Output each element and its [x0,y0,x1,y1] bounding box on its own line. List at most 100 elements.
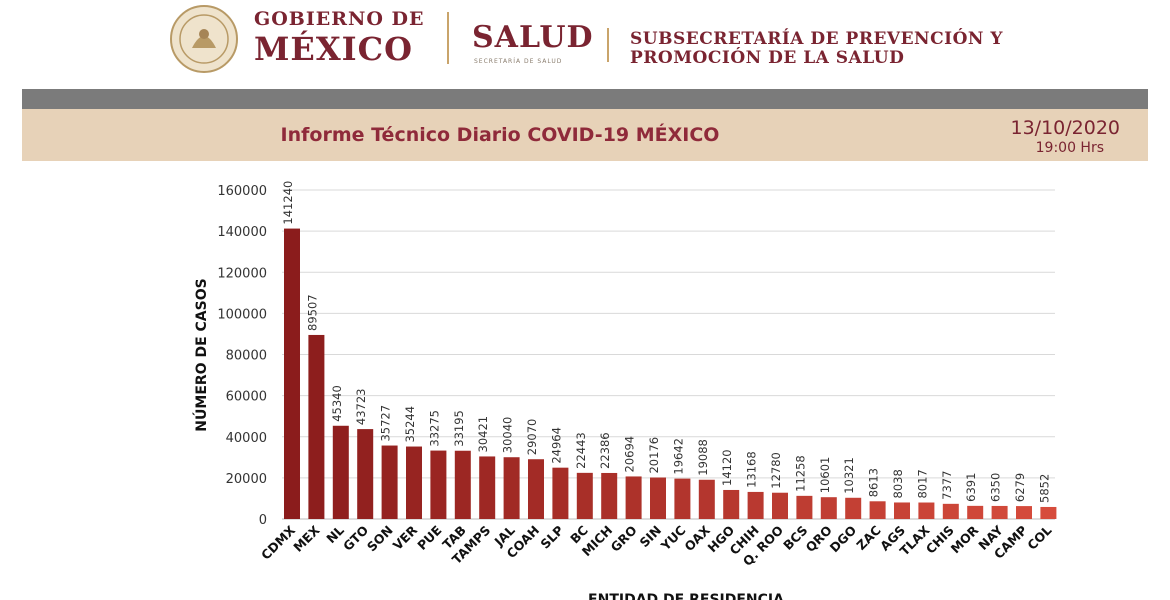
bar [698,479,715,519]
data-label: 30421 [476,416,490,453]
bar [1016,506,1032,519]
y-axis-title: NÚMERO DE CASOS [192,278,210,431]
data-label: 43723 [354,389,368,426]
data-label: 29070 [525,419,539,456]
data-label: 8613 [867,468,881,497]
y-tick-label: 160000 [217,184,267,199]
data-label: 22443 [574,432,588,469]
category-label: ZAC [853,523,883,553]
category-label: QRO [802,523,834,555]
bar [552,467,569,519]
data-label: 5852 [1037,474,1051,503]
data-label: 7377 [940,471,954,500]
gov-line-1: GOBIERNO DE [254,8,425,30]
data-label: 6350 [989,473,1003,502]
data-label: 12780 [769,452,783,489]
bar [942,503,959,519]
subsecretaria-title: SUBSECRETARÍA DE PREVENCIÓN Y PROMOCIÓN … [630,30,1003,68]
bar [406,446,422,519]
report-date: 13/10/2020 [1010,117,1120,139]
data-label: 13168 [745,451,759,488]
data-label: 24964 [549,427,563,464]
category-label: COL [1024,522,1054,552]
salud-subtitle: SECRETARÍA DE SALUD [474,58,563,65]
y-tick-label: 100000 [217,307,267,322]
category-label: GRO [608,523,640,555]
bar [308,334,325,519]
data-label: 10601 [818,457,832,494]
bar [747,491,764,519]
report-title-band [22,109,1148,161]
bar [918,502,935,519]
bar [723,489,740,519]
header-divider [607,28,609,62]
category-label: PUE [414,523,444,553]
bar [332,425,349,519]
x-axis-title: ENTIDAD DE RESIDENCIA [588,592,784,600]
bar [503,457,520,519]
subsec-line-2: PROMOCIÓN DE LA SALUD [630,48,905,68]
bar [674,478,691,519]
header-band-dark [22,89,1148,109]
category-label: CHIS [923,523,957,557]
category-label: SON [364,523,396,555]
bar [820,497,837,519]
page-header: GOBIERNO DE MÉXICO SALUD SECRETARÍA DE S… [0,0,1170,88]
bar [479,456,496,519]
data-label: 22386 [598,432,612,469]
data-label: 14120 [720,449,734,486]
data-label: 33195 [452,410,466,447]
data-label: 35727 [379,405,393,442]
y-tick-label: 40000 [226,431,267,446]
bar [772,492,788,519]
category-label: MOR [948,522,982,556]
y-tick-label: 140000 [217,225,267,240]
category-label: SLP [537,523,566,552]
bar [869,501,886,519]
bar [357,429,374,519]
category-label: MEX [290,522,323,555]
y-tick-label: 0 [259,513,267,528]
bar [601,472,618,519]
subsec-line-1: SUBSECRETARÍA DE PREVENCIÓN Y [630,29,1003,49]
category-label: GTO [340,523,371,554]
y-tick-label: 120000 [217,266,267,281]
data-label: 20694 [623,436,637,473]
bar [796,495,813,519]
data-label: 19642 [671,438,685,475]
category-label: DGO [827,523,860,556]
data-label: 11258 [793,455,807,492]
bar [576,472,593,519]
bar [430,450,447,519]
header-divider [447,12,449,64]
data-label: 30040 [501,417,515,454]
data-label: 10321 [842,457,856,494]
report-title: Informe Técnico Diario COVID-19 MÉXICO [280,124,720,146]
report-time: 19:00 Hrs [1035,140,1104,156]
bar [845,497,862,519]
data-label: 89507 [305,294,319,331]
y-tick-label: 20000 [226,472,267,487]
data-label: 6279 [1013,473,1027,502]
bar [625,476,642,519]
bar [284,228,300,519]
bar [528,459,544,519]
data-label: 19088 [696,439,710,476]
bar [454,450,471,519]
bar [1040,506,1057,519]
data-label: 20176 [647,437,661,474]
data-label: 35244 [403,406,417,443]
bar [967,505,984,519]
gov-line-2: MÉXICO [254,30,413,68]
data-label: 141240 [281,181,295,225]
data-label: 8017 [915,469,929,498]
bar [381,445,398,519]
data-label: 45340 [330,385,344,422]
gobierno-de-mexico-logo: GOBIERNO DE MÉXICO [254,8,425,68]
bar [894,502,910,519]
category-label: YUC [657,523,688,554]
bar [650,477,666,519]
salud-logo-text: SALUD [472,20,594,55]
y-tick-label: 60000 [226,390,267,405]
